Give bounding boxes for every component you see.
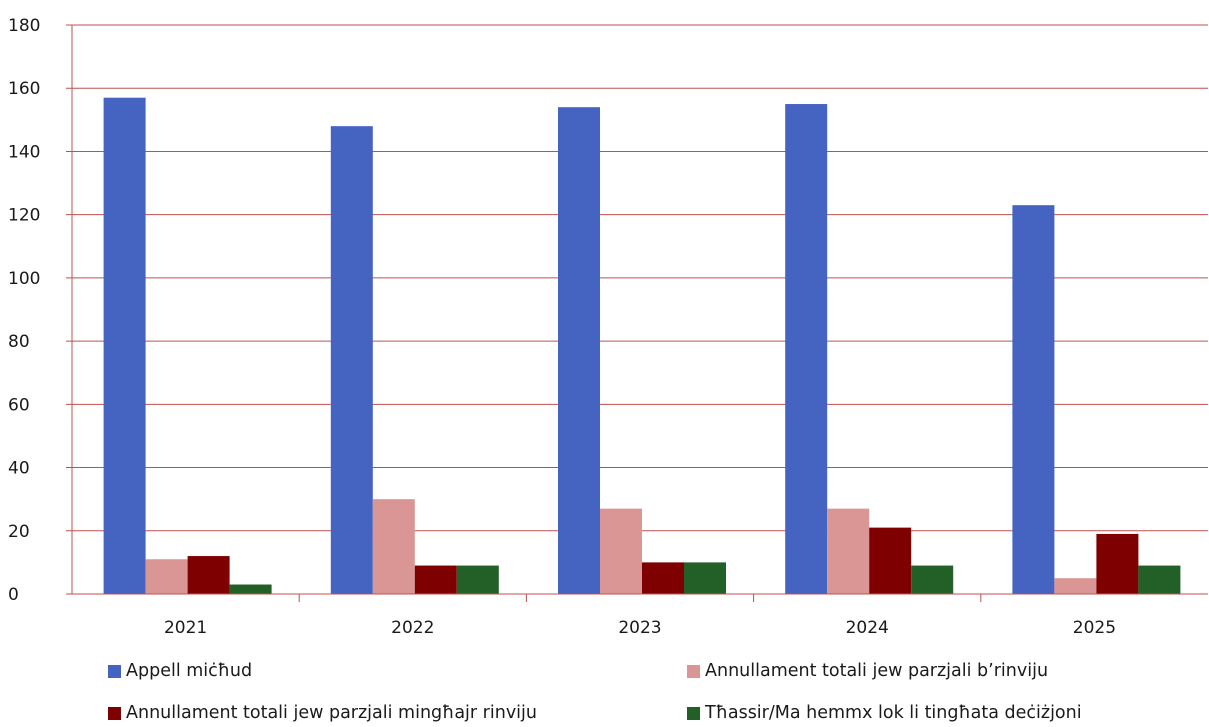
x-axis-ticks: 2021 2022 2023 2024 2025 — [164, 618, 1116, 638]
bar — [911, 565, 954, 594]
y-tick-label: 0 — [8, 585, 19, 605]
bar — [1138, 565, 1181, 594]
y-tick-label: 120 — [8, 206, 40, 226]
y-tick-label: 40 — [8, 459, 30, 479]
bar — [456, 565, 499, 594]
bar — [785, 104, 828, 595]
bar — [600, 508, 642, 594]
bar — [372, 499, 415, 594]
bar — [229, 584, 272, 594]
x-tick-label: 2023 — [618, 618, 661, 638]
x-tick-label: 2025 — [1073, 618, 1116, 638]
bar — [187, 556, 230, 594]
bar — [827, 508, 870, 594]
axes — [66, 25, 1208, 602]
bar — [684, 562, 726, 594]
bar — [869, 527, 912, 594]
bar — [558, 107, 600, 594]
y-tick-label: 80 — [8, 332, 30, 352]
bars — [103, 97, 1181, 595]
x-tick-label: 2022 — [391, 618, 434, 638]
y-tick-label: 60 — [8, 395, 30, 415]
x-tick-label: 2021 — [164, 618, 207, 638]
bar — [642, 562, 684, 594]
bar — [145, 559, 188, 594]
bar — [1012, 205, 1055, 594]
bar — [1054, 578, 1097, 594]
gridlines — [66, 24, 1208, 532]
y-tick-label: 160 — [8, 79, 40, 99]
y-axis-ticks: 0 20 40 60 80 100 120 140 160 180 — [8, 16, 40, 605]
y-tick-label: 20 — [8, 522, 30, 542]
y-tick-label: 100 — [8, 269, 40, 289]
bar — [1096, 533, 1139, 594]
x-tick-label: 2024 — [846, 618, 889, 638]
y-tick-label: 140 — [8, 142, 40, 162]
bar — [103, 97, 146, 594]
bar — [330, 126, 373, 595]
y-tick-label: 180 — [8, 16, 40, 36]
bar — [414, 565, 457, 594]
